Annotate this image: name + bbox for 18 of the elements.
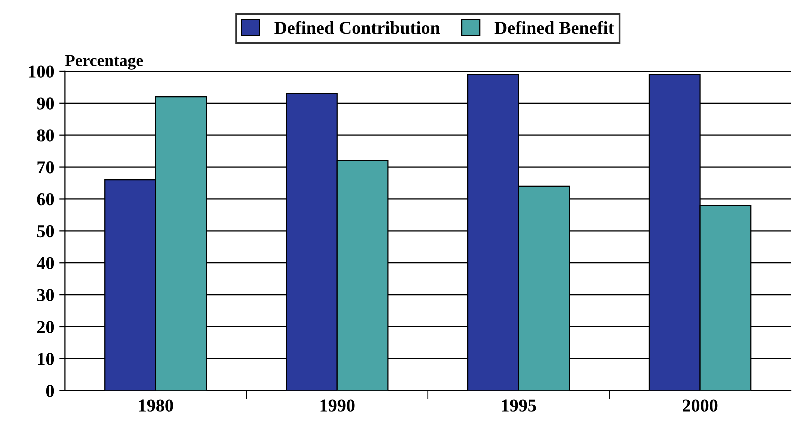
y-tick-label: 60 — [37, 193, 54, 206]
x-tick-label: 1995 — [502, 400, 536, 412]
y-tick-label: 80 — [37, 130, 54, 142]
x-tick-label: 2000 — [683, 400, 718, 412]
legend-label: Defined Contribution — [274, 21, 440, 34]
legend-label: Defined Benefit — [494, 21, 614, 34]
y-tick-label: 70 — [38, 162, 54, 174]
y-tick-label: 40 — [36, 257, 54, 270]
y-tick-label: 30 — [37, 289, 54, 302]
x-tick-label: 1980 — [139, 400, 174, 412]
x-tick-label: 1990 — [320, 400, 355, 412]
y-tick-label: 20 — [37, 321, 54, 334]
y-tick-label: 10 — [38, 353, 54, 366]
y-tick-label: 50 — [37, 225, 54, 238]
y-tick-label: 100 — [29, 66, 54, 78]
y-tick-label: 0 — [46, 385, 54, 398]
y-tick-label: 90 — [37, 98, 54, 110]
y-axis-title: Percentage — [65, 55, 144, 70]
